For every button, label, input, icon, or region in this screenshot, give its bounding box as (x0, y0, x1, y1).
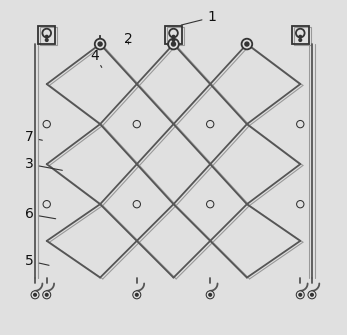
Circle shape (299, 36, 302, 38)
Text: 5: 5 (25, 254, 49, 268)
Circle shape (308, 291, 316, 299)
Circle shape (45, 36, 48, 38)
Circle shape (297, 121, 304, 128)
Circle shape (245, 42, 249, 46)
Circle shape (296, 291, 304, 299)
Circle shape (172, 39, 175, 42)
Circle shape (242, 39, 252, 49)
Circle shape (95, 39, 105, 49)
Circle shape (133, 291, 141, 299)
Text: 4: 4 (91, 49, 102, 67)
Circle shape (34, 293, 36, 296)
Circle shape (209, 293, 212, 296)
Circle shape (45, 293, 48, 296)
Circle shape (171, 42, 176, 46)
Text: 1: 1 (181, 10, 216, 25)
Circle shape (135, 293, 138, 296)
Circle shape (311, 293, 313, 296)
Text: 6: 6 (25, 207, 56, 221)
Circle shape (43, 201, 50, 208)
Circle shape (133, 121, 141, 128)
Circle shape (299, 293, 302, 296)
Text: 7: 7 (25, 130, 42, 144)
Circle shape (206, 201, 214, 208)
Circle shape (133, 201, 141, 208)
Circle shape (45, 39, 48, 42)
Circle shape (206, 121, 214, 128)
Circle shape (43, 291, 51, 299)
Circle shape (169, 29, 178, 38)
Circle shape (43, 121, 50, 128)
Circle shape (42, 29, 51, 38)
Circle shape (206, 291, 214, 299)
Circle shape (299, 39, 302, 42)
Circle shape (172, 36, 175, 38)
Circle shape (168, 39, 179, 49)
Text: 2: 2 (124, 32, 133, 46)
Circle shape (98, 42, 102, 46)
Text: 3: 3 (25, 157, 62, 171)
Circle shape (31, 291, 39, 299)
Circle shape (297, 201, 304, 208)
Circle shape (296, 29, 305, 38)
